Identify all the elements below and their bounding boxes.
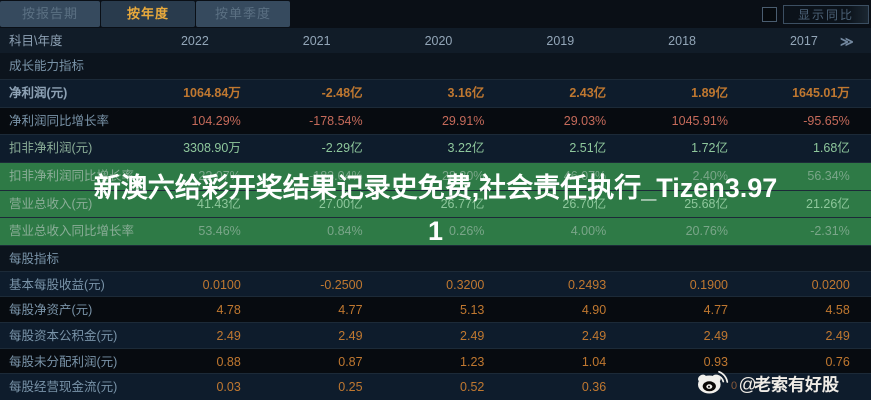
svg-text:老索有好股: 老索有好股 (753, 375, 839, 395)
svg-text:0: 0 (731, 380, 737, 392)
